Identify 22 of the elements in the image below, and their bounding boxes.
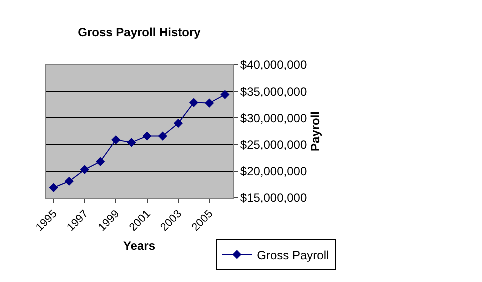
y-tick-label: $25,000,000 bbox=[240, 138, 308, 152]
point bbox=[142, 132, 152, 141]
point bbox=[96, 157, 106, 166]
point bbox=[174, 118, 184, 128]
y-tick-label: $40,000,000 bbox=[240, 58, 308, 72]
chart-title: Gross Payroll History bbox=[78, 26, 202, 40]
y-tick-label: $35,000,000 bbox=[240, 84, 308, 99]
point bbox=[220, 90, 230, 100]
point bbox=[189, 98, 199, 108]
point bbox=[158, 132, 168, 141]
point bbox=[127, 138, 136, 148]
y-tick-label: $30,000,000 bbox=[240, 111, 308, 126]
x-axis-title: Years bbox=[123, 238, 156, 253]
point bbox=[49, 183, 58, 192]
point bbox=[64, 176, 74, 186]
point bbox=[80, 165, 90, 174]
legend-label: Gross Payroll bbox=[257, 248, 330, 262]
y-tick-label: $15,000,000 bbox=[240, 191, 308, 206]
y-axis-title: Payroll bbox=[308, 111, 322, 152]
point bbox=[205, 98, 214, 108]
point bbox=[112, 135, 121, 145]
y-tick-label: $20,000,000 bbox=[240, 164, 308, 179]
